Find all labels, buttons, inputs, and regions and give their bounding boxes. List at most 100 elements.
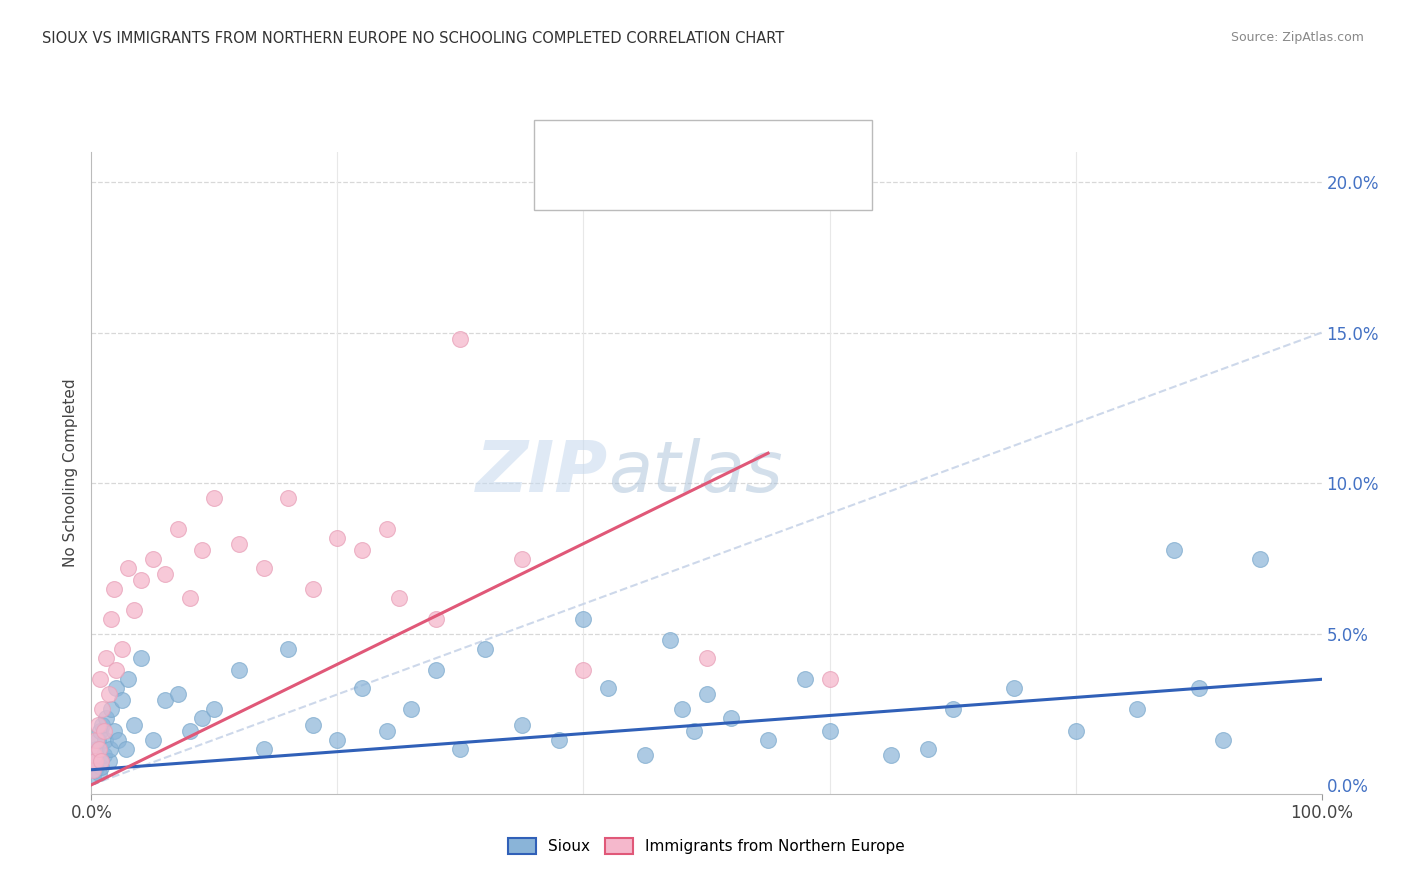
Point [818,673,841,687]
Point [111,642,134,657]
Point [572,663,595,677]
Text: R =: R = [591,135,624,149]
Point [671,702,693,716]
Point [103,582,125,596]
Point [399,702,422,716]
Point [720,711,742,725]
Point [114,741,138,756]
Point [326,531,349,545]
Point [105,681,127,696]
Text: 63: 63 [706,135,727,149]
Point [1249,551,1271,566]
Point [129,573,152,587]
Point [548,732,571,747]
Text: N =: N = [668,135,711,149]
Point [880,747,903,762]
Point [596,681,619,696]
Point [93,747,115,762]
Point [202,702,225,716]
Point [793,673,815,687]
Point [425,612,447,626]
Text: Source: ZipAtlas.com: Source: ZipAtlas.com [1230,31,1364,45]
Point [83,754,105,768]
Point [179,591,201,605]
Point [153,693,177,707]
Point [1126,702,1149,716]
Point [117,673,139,687]
Point [917,741,939,756]
Text: atlas: atlas [607,438,783,508]
Point [941,702,963,716]
Point [1163,542,1185,557]
Point [107,732,129,747]
Point [253,560,276,574]
Point [191,542,214,557]
Point [124,603,146,617]
Point [277,642,299,657]
Point [352,542,374,557]
Point [388,591,411,605]
Point [1187,681,1209,696]
Point [153,566,177,581]
Text: R =: R = [591,170,624,185]
Text: 0.379: 0.379 [621,170,669,185]
Point [301,717,323,731]
Point [98,741,121,756]
Point [572,612,595,626]
Point [142,732,165,747]
Point [87,765,110,780]
Point [84,754,107,768]
Point [228,536,250,550]
Point [756,732,779,747]
Point [695,651,717,665]
Point [86,717,108,731]
Point [1002,681,1025,696]
Point [228,663,250,677]
Point [510,717,533,731]
Point [166,687,188,701]
Point [352,681,374,696]
Point [449,332,471,346]
Point [90,760,112,774]
Point [117,560,139,574]
Point [375,723,398,738]
Point [301,582,323,596]
Point [89,723,111,738]
Point [86,732,108,747]
Point [1212,732,1234,747]
Point [253,741,276,756]
Point [94,732,117,747]
Text: SIOUX VS IMMIGRANTS FROM NORTHERN EUROPE NO SCHOOLING COMPLETED CORRELATION CHAR: SIOUX VS IMMIGRANTS FROM NORTHERN EUROPE… [42,31,785,46]
Point [179,723,201,738]
Point [191,711,214,725]
Text: ZIP: ZIP [475,438,607,508]
Point [90,754,112,768]
Point [89,673,111,687]
Point [375,522,398,536]
Point [97,754,120,768]
Point [425,663,447,677]
Point [87,741,110,756]
Point [91,702,114,716]
Point [695,687,717,701]
Point [86,732,108,747]
Point [277,491,299,506]
Point [100,612,122,626]
Point [103,723,125,738]
Point [91,717,114,731]
Point [93,723,115,738]
Point [96,651,117,665]
Text: N =: N = [668,170,711,185]
Point [100,702,122,716]
Point [166,522,188,536]
Point [96,711,117,725]
Y-axis label: No Schooling Completed: No Schooling Completed [62,378,77,567]
Point [510,551,533,566]
Point [1064,723,1087,738]
Point [111,693,134,707]
Point [683,723,706,738]
Point [82,763,104,777]
Point [818,723,841,738]
Point [86,741,108,756]
Point [97,687,120,701]
